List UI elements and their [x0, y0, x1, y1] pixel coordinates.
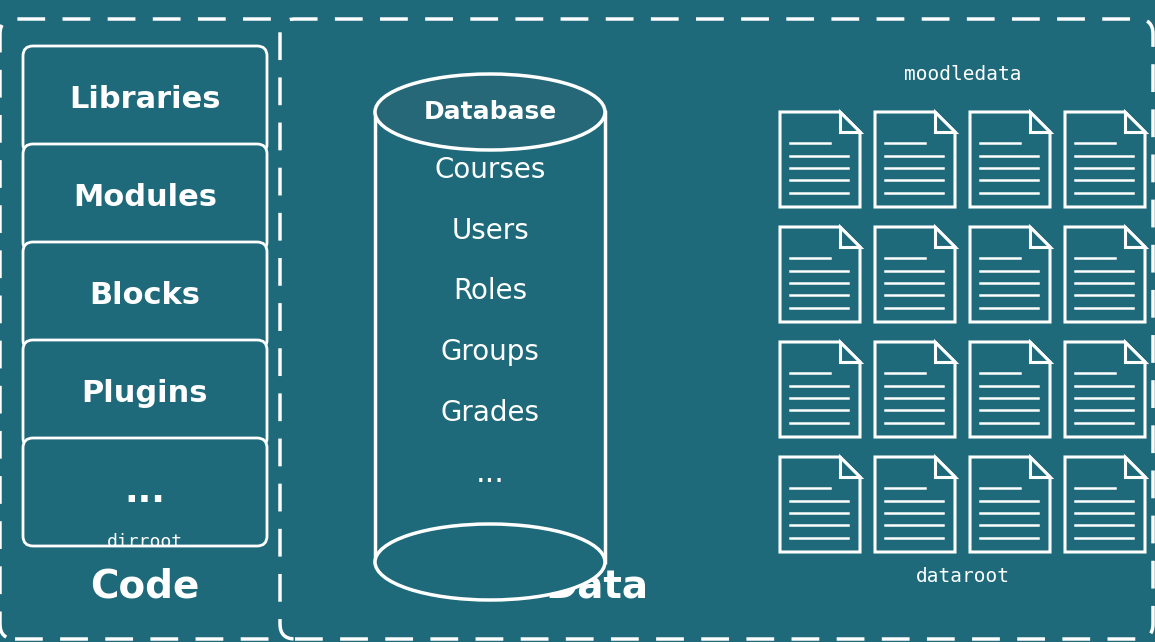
Polygon shape [840, 227, 860, 247]
Text: Plugins: Plugins [82, 379, 208, 408]
Text: dirroot: dirroot [107, 533, 182, 551]
Text: Groups: Groups [440, 338, 539, 366]
Bar [375, 112, 605, 562]
Text: Blocks: Blocks [89, 281, 201, 311]
Polygon shape [840, 457, 860, 477]
Polygon shape [780, 342, 860, 437]
Polygon shape [970, 112, 1050, 207]
Polygon shape [1065, 112, 1145, 207]
FancyBboxPatch shape [280, 19, 1153, 639]
Polygon shape [1125, 112, 1145, 132]
Polygon shape [970, 342, 1050, 437]
Polygon shape [1125, 227, 1145, 247]
Text: Modules: Modules [73, 184, 217, 213]
Text: ...: ... [125, 475, 165, 509]
Polygon shape [1030, 457, 1050, 477]
Polygon shape [780, 227, 860, 322]
Polygon shape [936, 342, 955, 362]
FancyBboxPatch shape [23, 438, 267, 546]
Polygon shape [780, 457, 860, 552]
Text: Database: Database [424, 100, 557, 124]
Text: Libraries: Libraries [69, 85, 221, 114]
Polygon shape [875, 457, 955, 552]
Polygon shape [840, 112, 860, 132]
FancyBboxPatch shape [23, 46, 267, 154]
Polygon shape [936, 227, 955, 247]
Polygon shape [1030, 342, 1050, 362]
Polygon shape [1030, 112, 1050, 132]
Polygon shape [875, 342, 955, 437]
Polygon shape [1065, 457, 1145, 552]
Polygon shape [780, 112, 860, 207]
Text: Roles: Roles [453, 277, 527, 306]
Polygon shape [970, 227, 1050, 322]
FancyBboxPatch shape [23, 144, 267, 252]
Text: Users: Users [452, 217, 529, 245]
Ellipse shape [375, 524, 605, 600]
Polygon shape [1065, 342, 1145, 437]
Text: Code: Code [90, 567, 200, 605]
Text: moodledata: moodledata [903, 64, 1021, 83]
Polygon shape [875, 227, 955, 322]
Polygon shape [875, 112, 955, 207]
Polygon shape [970, 457, 1050, 552]
Text: Data: Data [545, 567, 648, 605]
Polygon shape [936, 457, 955, 477]
Polygon shape [936, 112, 955, 132]
Polygon shape [840, 342, 860, 362]
FancyBboxPatch shape [23, 340, 267, 448]
Polygon shape [1125, 342, 1145, 362]
Text: dataroot: dataroot [916, 568, 1009, 587]
Text: Courses: Courses [434, 156, 545, 184]
Text: ...: ... [476, 459, 505, 488]
FancyBboxPatch shape [23, 242, 267, 350]
Polygon shape [1030, 227, 1050, 247]
Polygon shape [1065, 227, 1145, 322]
FancyBboxPatch shape [0, 19, 290, 639]
Text: Grades: Grades [440, 399, 539, 427]
Polygon shape [1125, 457, 1145, 477]
Ellipse shape [375, 74, 605, 150]
